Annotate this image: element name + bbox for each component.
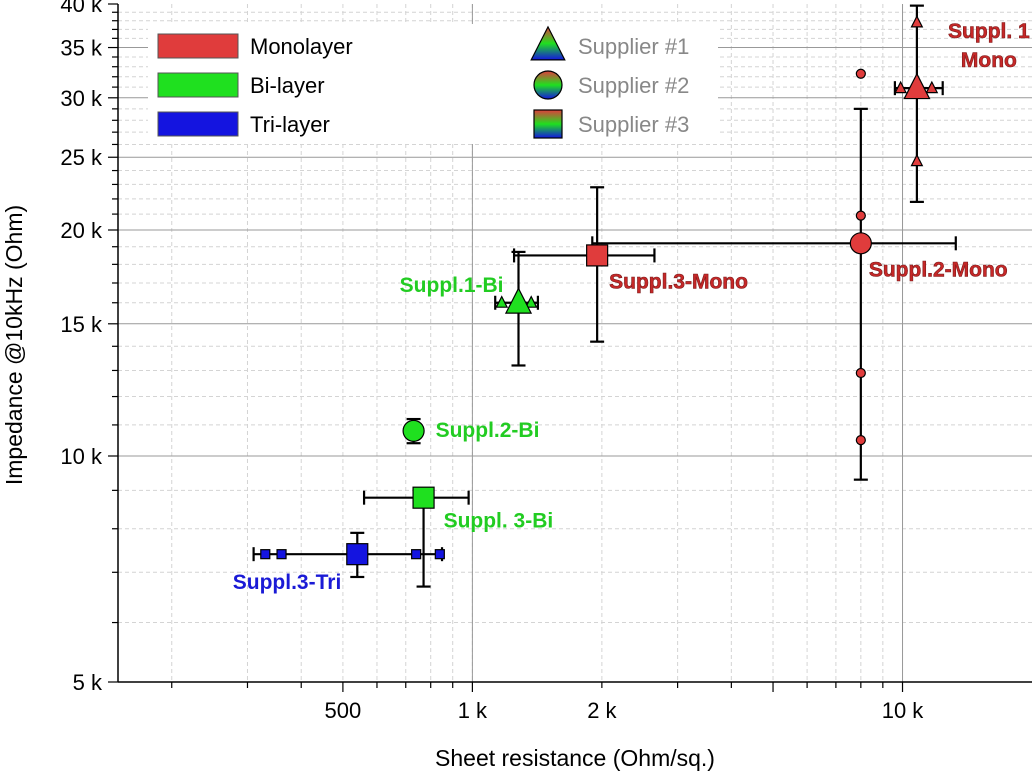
point-label: Mono: [961, 49, 1017, 72]
sample-marker: [495, 295, 509, 308]
y-tick-label: 20 k: [60, 218, 103, 243]
data-point-marker: [346, 543, 369, 566]
sample-marker: [855, 210, 866, 221]
legend-marker: [533, 109, 563, 139]
mean-markers: [346, 72, 931, 566]
y-tick-label: 40 k: [60, 0, 103, 17]
legend-label: Supplier #1: [578, 34, 689, 59]
y-tick-label: 15 k: [60, 312, 103, 337]
legend-label: Tri-layer: [250, 112, 330, 137]
sample-marker: [855, 68, 866, 79]
legend-label: Bi-layer: [250, 73, 325, 98]
y-tick-label: 30 k: [60, 86, 103, 111]
x-axis-title: Sheet resistance (Ohm/sq.): [435, 745, 715, 771]
sample-marker: [855, 434, 866, 446]
point-label: Suppl.3-Tri: [233, 571, 342, 594]
sample-marker: [411, 549, 422, 560]
y-tick-label: 25 k: [60, 145, 103, 170]
legend-marker: [533, 70, 563, 100]
x-tick-label: 500: [325, 698, 362, 723]
legend-swatch: [157, 33, 239, 59]
grid: [118, 4, 1032, 682]
legend-swatch: [157, 111, 239, 137]
sample-marker: [260, 549, 271, 560]
point-label: Suppl. 3-Bi: [444, 510, 554, 533]
point-label: Suppl. 1: [948, 20, 1030, 43]
sample-marker: [894, 80, 908, 94]
sample-marker: [276, 549, 287, 560]
sample-marker: [910, 14, 924, 28]
data-point-marker: [504, 287, 533, 314]
data-point-marker: [412, 486, 435, 509]
y-tick-label: 10 k: [60, 444, 103, 469]
data-point-marker: [903, 72, 931, 100]
y-axis-title: Impedance @10kHz (Ohm): [1, 205, 27, 485]
y-tick-label: 35 k: [60, 36, 103, 61]
data-point-marker: [402, 419, 425, 443]
sample-marker: [925, 80, 939, 94]
point-label: Suppl.3-Mono: [609, 270, 748, 293]
x-tick-label: 10 k: [882, 698, 925, 723]
x-tick-label: 2 k: [587, 698, 617, 723]
point-label: Suppl.2-Mono: [869, 258, 1008, 281]
sample-marker: [910, 153, 924, 167]
legend-label: Supplier #3: [578, 112, 689, 137]
sample-marker: [855, 367, 866, 379]
y-tick-label: 5 k: [73, 670, 103, 695]
legend-swatch: [157, 72, 239, 98]
legend-label: Supplier #2: [578, 73, 689, 98]
point-annotations: Suppl. 1 Mono Suppl.2-Mono Suppl.3-Mono Supp…: [233, 20, 1031, 594]
sample-marker: [434, 549, 445, 560]
x-tick-label: 1 k: [458, 698, 488, 723]
legend-marker: [530, 25, 566, 61]
sample-marker: [524, 295, 538, 308]
legend: Monolayer Bi-layer Tri-layer Supplier #1 Sup…: [148, 24, 718, 144]
legend-background: [148, 24, 718, 144]
sample-markers: [260, 14, 939, 560]
point-label: Suppl.2-Bi: [436, 419, 540, 442]
legend-label: Monolayer: [250, 34, 353, 59]
data-point-marker: [586, 244, 609, 267]
data-point-marker: [849, 232, 872, 255]
axes: 500 1 k 2 k 10 k 5 k 10 k 15 k 20 k 25 k 30 k 35 k…: [60, 0, 1032, 723]
point-label: Suppl.1-Bi: [400, 274, 504, 297]
